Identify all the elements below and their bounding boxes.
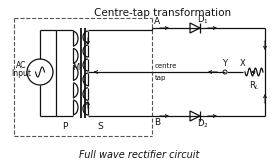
Text: Y: Y: [222, 59, 227, 68]
Text: R$_L$: R$_L$: [249, 80, 259, 93]
Text: D$_2$: D$_2$: [197, 118, 209, 130]
Text: AC: AC: [16, 61, 26, 71]
Text: B: B: [154, 118, 160, 127]
Text: tap: tap: [155, 75, 166, 81]
Text: Centre-tap transformation: Centre-tap transformation: [94, 8, 232, 18]
Text: M: M: [72, 64, 79, 73]
Text: D$_1$: D$_1$: [197, 14, 209, 26]
Text: X: X: [240, 59, 246, 68]
Text: S: S: [97, 122, 103, 131]
Text: Input: Input: [11, 70, 31, 78]
Text: P: P: [62, 122, 68, 131]
Text: A: A: [154, 17, 160, 26]
Text: centre: centre: [155, 63, 177, 69]
Text: Full wave rectifier circuit: Full wave rectifier circuit: [79, 150, 199, 160]
